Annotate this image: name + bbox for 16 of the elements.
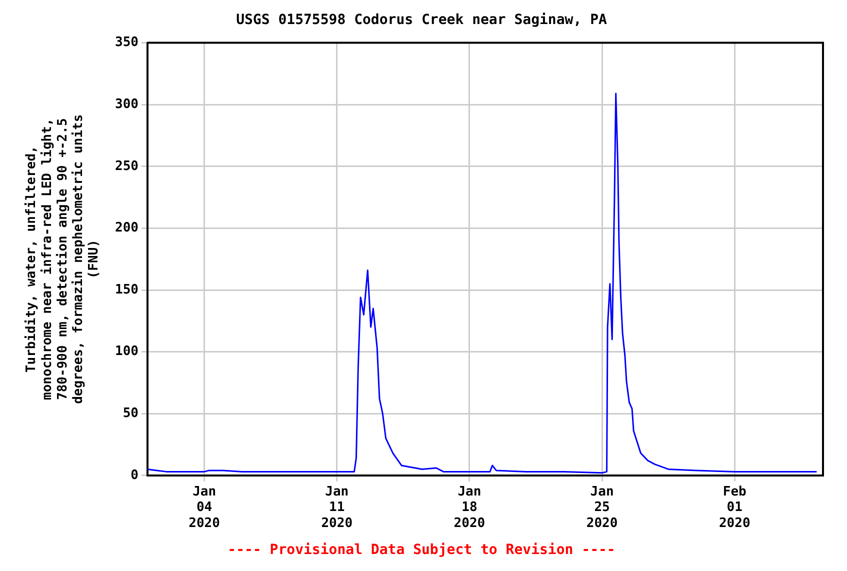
x-tick-label: Feb 01 2020 <box>718 484 750 531</box>
y-tick-label: 350 <box>114 35 139 50</box>
text: ---- Provisional Data Subject to Revision ---- <box>228 542 616 558</box>
x-tick-label: Jan 25 2020 <box>586 484 618 531</box>
y-tick-label: 0 <box>130 468 139 483</box>
y-tick-label: 100 <box>114 344 139 360</box>
x-tick-label: Jan 18 2020 <box>454 484 486 531</box>
y-tick-label: 250 <box>114 158 139 174</box>
y-tick-label: 200 <box>114 220 139 236</box>
chart-title: USGS 01575598 Codorus Creek near Saginaw, PA <box>236 12 608 28</box>
x-tick-label: Jan 11 2020 <box>321 484 353 531</box>
y-tick-label: 300 <box>114 96 139 112</box>
y-tick-label: 150 <box>114 282 139 298</box>
x-tick-label: Jan 04 2020 <box>188 484 220 531</box>
y-tick-label: 50 <box>122 406 139 421</box>
y-axis-title: Turbidity, water, unfiltered, monochrome near infra-red LED light, 780-900 nm, detection angle 90 +-2.5 degrees, formazin nephelometric units (FNU) <box>24 114 102 404</box>
